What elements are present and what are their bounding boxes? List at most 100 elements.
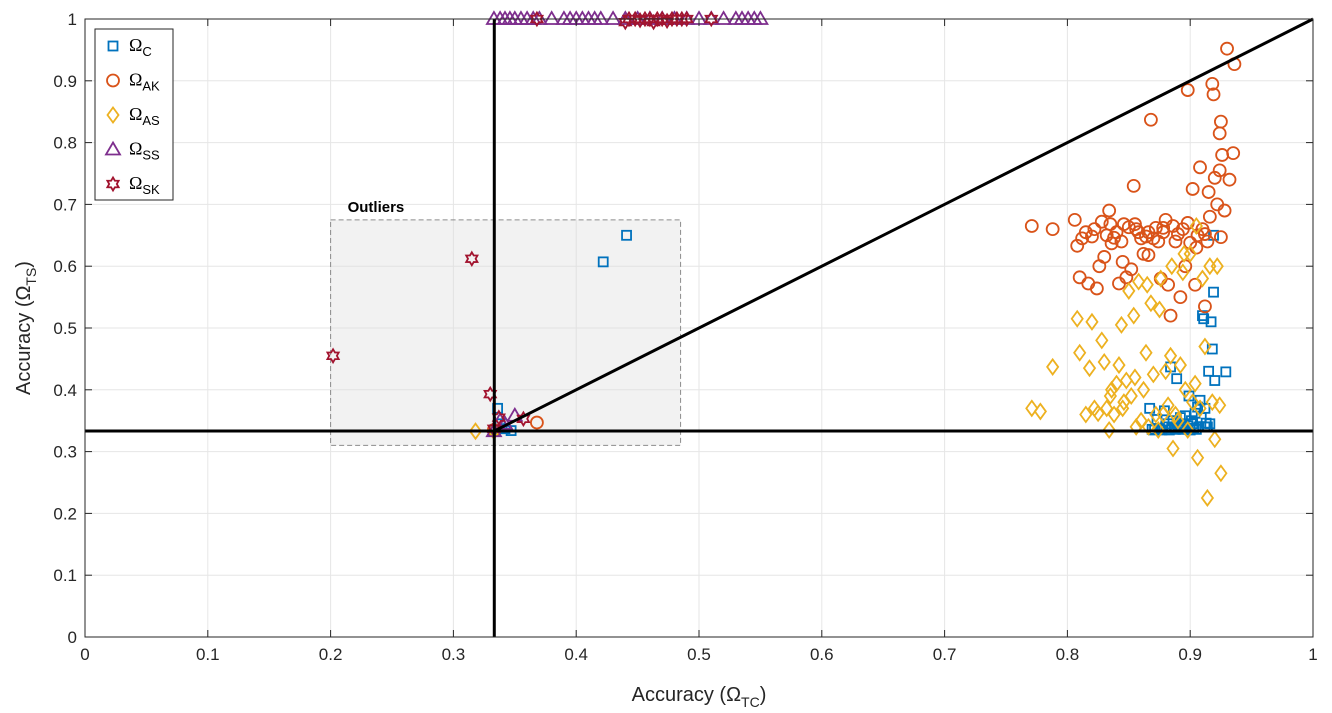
data-point [530,10,548,25]
data-point [1151,420,1165,439]
data-point [1148,220,1163,235]
y-tick-label: 1 [68,10,77,29]
y-tick-label: 0.7 [53,195,77,214]
data-point [1161,396,1175,415]
data-point [1046,357,1060,376]
y-axis-label: Accuracy (ΩTS) [13,261,39,395]
data-point [751,10,769,25]
legend-marker [106,73,120,88]
data-point [1159,362,1173,381]
data-point [1131,225,1146,240]
data-point [1198,313,1210,325]
data-point [1183,244,1197,263]
data-point [1156,220,1171,235]
y-tick-label: 0.4 [53,381,77,400]
legend-label: ΩAK [129,70,160,94]
x-tick-label: 0.3 [442,645,466,664]
data-point [1126,178,1141,193]
data-point [1200,488,1215,507]
data-point [464,250,479,268]
data-point [1144,294,1158,313]
data-point [621,10,637,28]
data-point [1128,217,1142,232]
data-point [1188,374,1202,393]
data-point [325,347,341,365]
legend-item: ΩSS [104,139,160,163]
data-point [1132,272,1146,291]
data-point [1193,160,1207,175]
x-tick-label: 0.2 [319,645,343,664]
data-point [1024,219,1039,233]
data-point [1190,448,1205,467]
data-point [1025,399,1039,418]
data-point [1107,405,1121,424]
data-point [1198,299,1212,314]
data-point [1152,300,1167,319]
data-point [1202,209,1217,224]
reference-line-segment [493,17,1314,433]
data-point [1177,244,1191,263]
data-point [1203,365,1215,377]
data-point [714,10,733,25]
data-point [1095,331,1109,350]
legend-label: ΩAS [129,104,160,128]
outliers-label: Outliers [348,199,405,216]
data-points [325,10,1242,507]
data-point [1168,405,1183,424]
x-tick-label: 0 [80,645,89,664]
data-point [1168,234,1183,249]
data-point [1173,290,1188,305]
data-point [1205,76,1220,91]
data-point [604,10,622,25]
y-tick-label: 0.2 [53,504,77,523]
legend-item: ΩAK [106,70,160,94]
legend-marker [107,40,119,52]
data-point [1165,257,1179,276]
legend-item: ΩC [107,35,152,59]
data-point [1220,366,1232,378]
data-point [1166,439,1180,458]
y-tick-label: 0.3 [53,443,77,462]
outliers-box [330,219,682,446]
data-point [1213,396,1227,415]
data-point [1115,254,1130,269]
legend: ΩC ΩAK ΩAS ΩSS ΩSK [94,28,174,201]
data-point [1141,417,1156,436]
x-tick-label: 0.7 [933,645,957,664]
data-point [1082,359,1097,378]
data-point [516,410,531,428]
data-point [1087,222,1102,237]
data-point [1171,411,1185,430]
data-point [483,385,498,403]
y-tick-label: 0.6 [53,257,77,276]
data-point [1085,312,1099,331]
data-point [1097,250,1112,264]
data-point [1163,346,1178,365]
data-point [1100,399,1114,418]
data-point [592,10,610,25]
data-point [1141,248,1156,262]
data-point [1089,281,1104,296]
y-tick-label: 0.1 [53,566,77,585]
data-point [1124,386,1138,406]
data-point [621,229,632,241]
data-point [1128,368,1142,387]
data-point [1033,402,1048,421]
x-tick-label: 0.8 [1056,645,1080,664]
data-point [1163,308,1178,323]
data-point [1116,399,1130,418]
data-point [1214,464,1228,483]
x-tick-label: 0.6 [810,645,834,664]
data-point [1226,146,1241,161]
x-tick-label: 0.1 [196,645,220,664]
data-point [1178,380,1192,399]
y-tick-label: 0.5 [53,319,77,338]
x-tick-label: 1 [1308,645,1317,664]
data-point [1185,182,1200,196]
legend-marker [105,175,121,193]
data-point [1067,212,1082,227]
data-point [1220,41,1234,56]
data-point [529,10,545,28]
data-point [1208,430,1222,449]
data-point [1180,83,1195,97]
